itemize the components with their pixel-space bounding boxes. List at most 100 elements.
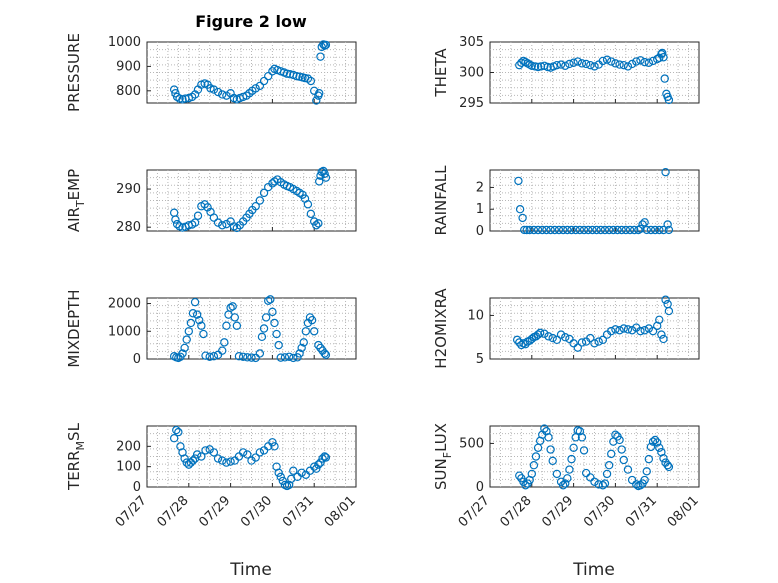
y-axis-label: MIXDEPTH [65,289,83,367]
data-point [552,335,562,345]
data-point [627,59,637,69]
data-point [567,225,576,235]
data-point [636,326,645,336]
data-point [310,462,319,471]
data-point [314,460,323,469]
data-point [218,90,227,99]
data-point [646,442,656,452]
data-point [301,327,311,336]
data-point [188,456,198,465]
data-point [577,59,587,68]
data-series [514,167,674,235]
y-tick-label: 305 [459,35,484,50]
data-point [197,452,206,461]
data-point [586,473,595,482]
data-point [251,453,260,462]
data-point [561,479,570,488]
data-point [664,225,674,235]
data-point [171,215,180,224]
data-point [518,213,527,223]
data-point [640,475,649,485]
data-series [169,40,331,105]
data-point [226,457,235,466]
data-point [590,339,599,348]
y-axis-label: H2OMIXRA [432,288,450,369]
data-point [655,315,664,324]
data-point [527,61,537,70]
x-tick-label: 07/27 [113,493,150,530]
data-point [663,461,672,470]
data-point [592,225,601,235]
data-point [659,225,668,235]
data-point [588,225,597,235]
data-point [238,352,248,361]
data-point [178,349,187,358]
data-point [569,443,578,452]
data-point [660,74,669,83]
data-point [529,225,539,235]
data-point [297,468,306,477]
data-point [255,349,265,358]
data-point [565,334,574,344]
data-point [659,334,668,344]
data-point [581,468,591,478]
data-point [581,59,591,69]
data-point [316,52,325,61]
data-point [180,454,189,463]
data-point [266,295,275,304]
data-point [531,452,541,461]
data-point [627,326,637,335]
data-point [586,333,595,343]
data-series [515,48,674,105]
data-point [527,469,537,479]
data-point [232,321,242,330]
data-point [321,453,331,462]
y-axis-label: AIRTEMP [65,169,87,232]
data-point [577,433,587,442]
data-point [544,332,553,341]
data-point [664,306,674,316]
data-point [218,221,227,230]
data-point [596,225,605,235]
data-point [598,481,608,490]
data-point [600,225,610,235]
data-point [321,173,331,182]
data-point [222,458,231,467]
data-point [234,352,244,361]
data-point [648,326,658,336]
gridlines [147,426,356,487]
data-point [295,349,304,358]
data-point [222,321,231,330]
data-point [255,81,265,91]
data-point [655,443,664,452]
data-point [209,352,219,361]
subplot-sun-flux: 0 500 07/27 07/28 07/29 07/30 07/31 08/01 SUNFLU… [432,423,702,530]
data-point [544,433,553,442]
data-point [569,58,578,67]
data-point [320,452,329,461]
data-point [598,335,608,345]
data-series [169,425,331,491]
data-series [515,424,674,491]
data-point [556,60,566,69]
data-point [247,353,256,362]
data-point [318,454,327,463]
data-point [607,449,616,459]
data-point [615,60,624,69]
data-point [554,225,564,235]
data-point [611,325,620,334]
data-point [312,464,321,473]
x-axis-label-left: Time [229,560,272,580]
data-point [540,424,549,433]
x-tick-label: 07/30 [238,493,275,530]
y-axis-label: SUNFLUX [432,423,454,490]
data-point [653,438,662,447]
data-point [613,225,622,235]
data-point [272,329,281,339]
data-point [517,340,526,350]
data-point [619,60,628,70]
data-point [257,332,267,342]
data-point [615,326,624,335]
